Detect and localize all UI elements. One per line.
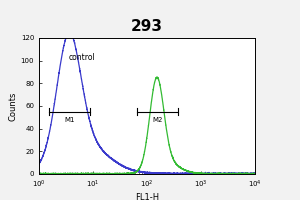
Title: 293: 293 [131,19,163,34]
Text: M1: M1 [64,117,75,123]
Text: control: control [69,53,95,62]
X-axis label: FL1-H: FL1-H [135,193,159,200]
Text: M2: M2 [153,117,163,123]
Y-axis label: Counts: Counts [9,91,18,121]
